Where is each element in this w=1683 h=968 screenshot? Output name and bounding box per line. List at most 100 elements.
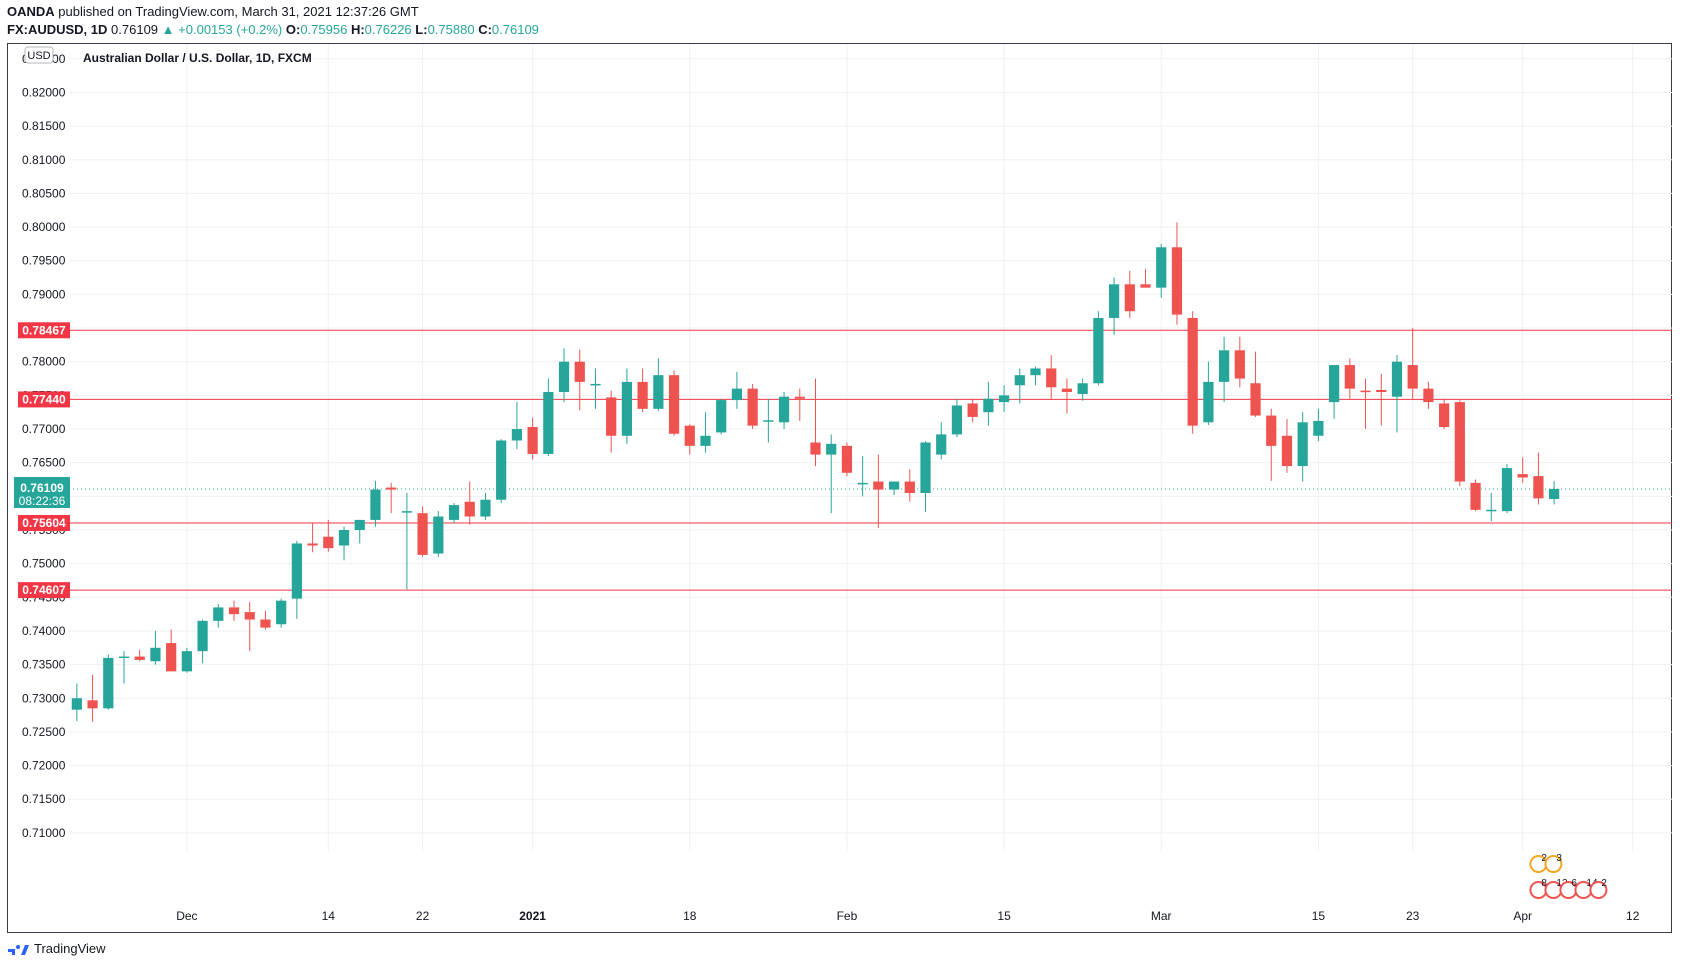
candle-body[interactable] — [1486, 509, 1497, 512]
candle-body[interactable] — [1077, 383, 1088, 395]
candle-body[interactable] — [1470, 482, 1481, 510]
candle-body[interactable] — [653, 375, 664, 409]
candle-body[interactable] — [1423, 388, 1434, 403]
candle-body[interactable] — [354, 519, 365, 530]
candle-body[interactable] — [103, 657, 114, 709]
candle-body[interactable] — [1439, 403, 1450, 428]
candle-body[interactable] — [558, 361, 570, 393]
candle-body[interactable] — [983, 398, 994, 413]
candle-body[interactable] — [1360, 390, 1371, 393]
candle-body[interactable] — [1061, 388, 1073, 393]
candle-body[interactable] — [1391, 361, 1403, 397]
candle-body[interactable] — [826, 443, 837, 455]
candle-body[interactable] — [841, 445, 853, 473]
candle-body[interactable] — [684, 425, 695, 446]
candle-body[interactable] — [873, 481, 884, 490]
candle-body[interactable] — [1281, 435, 1293, 467]
candle-body[interactable] — [307, 543, 318, 546]
candle-body[interactable] — [386, 487, 397, 490]
candle-body[interactable] — [888, 481, 900, 490]
candle-body[interactable] — [417, 513, 428, 555]
candle-body[interactable] — [1156, 247, 1167, 288]
candle-body[interactable] — [1517, 474, 1528, 478]
candle-body[interactable] — [1030, 368, 1041, 376]
candle-body[interactable] — [213, 607, 224, 621]
candle-body[interactable] — [1234, 350, 1245, 379]
candle-body[interactable] — [810, 442, 821, 455]
candle-body[interactable] — [1454, 402, 1465, 482]
candle-body[interactable] — [936, 434, 947, 455]
level-price-tag[interactable] — [18, 514, 70, 531]
candle-body[interactable] — [716, 400, 727, 433]
candle-body[interactable] — [260, 619, 271, 628]
candle-body[interactable] — [480, 499, 491, 517]
candle-body[interactable] — [1549, 488, 1560, 500]
candle-body[interactable] — [1329, 365, 1340, 403]
candle-body[interactable] — [511, 429, 523, 441]
candle-body[interactable] — [1203, 381, 1214, 423]
candle-body[interactable] — [998, 395, 1010, 403]
candle-body[interactable] — [401, 511, 412, 513]
candle-body[interactable] — [1140, 284, 1151, 288]
candle-body[interactable] — [1046, 368, 1057, 388]
candle-body[interactable] — [1313, 420, 1324, 436]
candle-body[interactable] — [920, 442, 931, 493]
candle-body[interactable] — [951, 405, 963, 435]
candle-body[interactable] — [448, 505, 460, 520]
candle-body[interactable] — [1501, 468, 1513, 512]
candle-body[interactable] — [464, 501, 475, 517]
candle-body[interactable] — [1266, 415, 1277, 446]
candle-body[interactable] — [621, 381, 633, 436]
candle-body[interactable] — [338, 529, 350, 546]
candle-body[interactable] — [150, 647, 161, 662]
candle-body[interactable] — [1250, 383, 1261, 416]
candle-body[interactable] — [1376, 389, 1387, 393]
candle-body[interactable] — [1171, 247, 1183, 315]
level-price-tag[interactable] — [18, 391, 70, 408]
candle-body[interactable] — [794, 396, 805, 399]
candle-body[interactable] — [1187, 317, 1198, 426]
candle-body[interactable] — [1297, 422, 1308, 467]
candle-body[interactable] — [747, 388, 758, 426]
candle-body[interactable] — [197, 620, 208, 652]
candle-body[interactable] — [166, 643, 177, 672]
candle-body[interactable] — [1124, 284, 1135, 312]
candle-body[interactable] — [543, 392, 554, 454]
candle-body[interactable] — [244, 612, 255, 620]
candle-body[interactable] — [778, 396, 790, 423]
candle-body[interactable] — [433, 516, 444, 554]
candle-body[interactable] — [71, 698, 82, 710]
candle-body[interactable] — [1108, 284, 1120, 318]
candle-body[interactable] — [1344, 365, 1355, 389]
candle-body[interactable] — [904, 481, 915, 493]
candle-body[interactable] — [291, 543, 302, 599]
candle-body[interactable] — [276, 600, 287, 625]
candle-body[interactable] — [668, 375, 680, 434]
candle-body[interactable] — [1407, 365, 1418, 389]
event-flag-icon[interactable] — [1544, 855, 1563, 873]
candle-body[interactable] — [323, 536, 334, 549]
candle-body[interactable] — [1533, 476, 1544, 499]
currency-badge[interactable] — [24, 46, 54, 64]
candle-body[interactable] — [118, 656, 130, 659]
candle-body[interactable] — [1014, 375, 1025, 386]
candle-body[interactable] — [857, 482, 868, 485]
candle-body[interactable] — [606, 397, 617, 436]
candle-body[interactable] — [228, 607, 240, 615]
candle-body[interactable] — [967, 403, 978, 417]
candle-body[interactable] — [370, 489, 381, 520]
candle-body[interactable] — [181, 651, 192, 672]
candle-body[interactable] — [134, 656, 145, 660]
candle-body[interactable] — [87, 700, 98, 709]
candle-body[interactable] — [731, 388, 743, 401]
candle-body[interactable] — [637, 381, 648, 409]
level-price-tag[interactable] — [18, 322, 70, 339]
candle-body[interactable] — [574, 361, 585, 382]
candle-body[interactable] — [1093, 317, 1104, 384]
candle-body[interactable] — [1218, 350, 1230, 382]
candle-body[interactable] — [763, 420, 774, 422]
level-price-tag[interactable] — [18, 582, 70, 599]
event-flag-icon[interactable] — [1589, 881, 1608, 899]
candle-body[interactable] — [700, 435, 711, 446]
